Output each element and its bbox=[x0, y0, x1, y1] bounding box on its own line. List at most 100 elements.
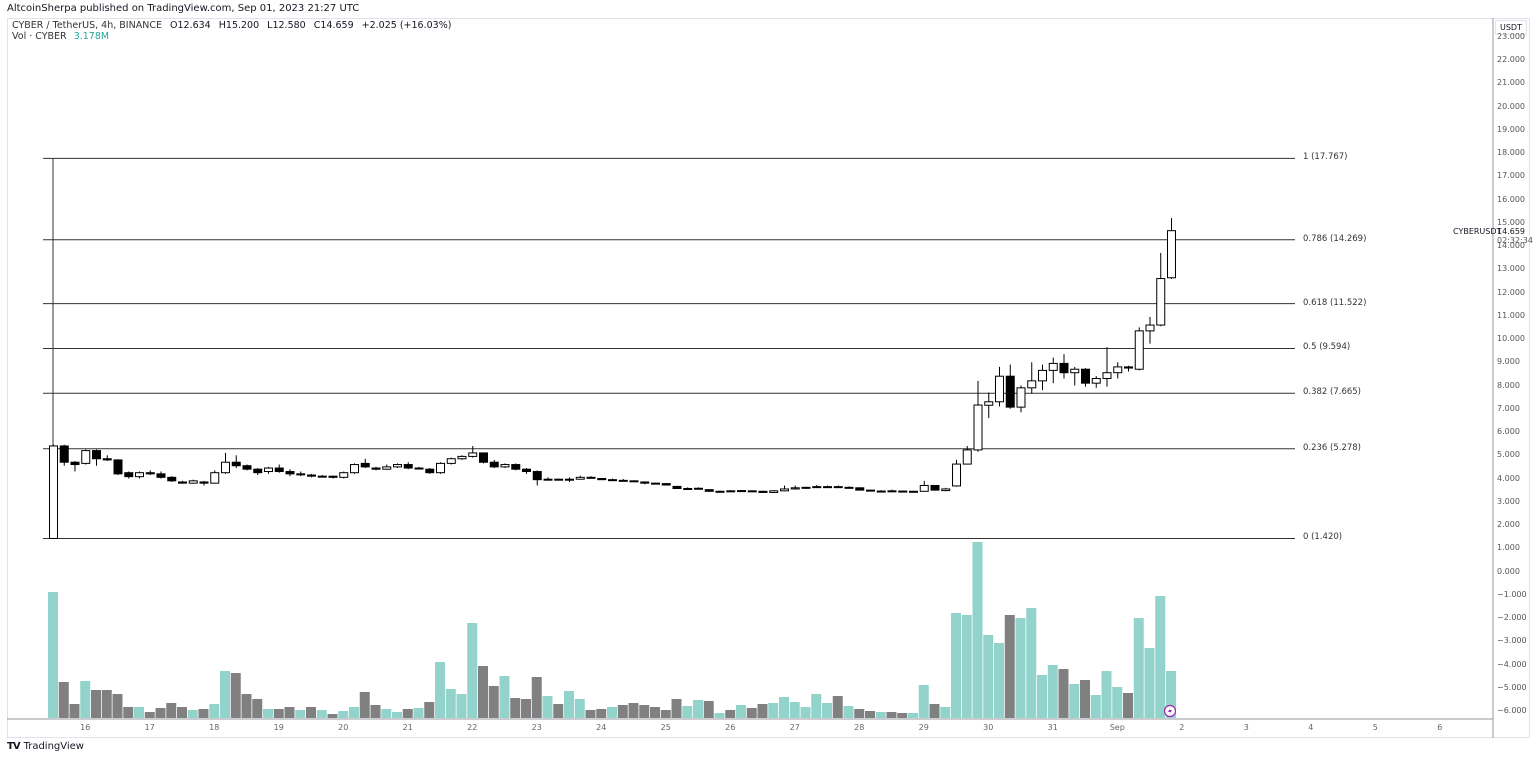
volume-bar bbox=[155, 708, 166, 718]
legend-high: H15.200 bbox=[218, 20, 260, 31]
candle-body bbox=[113, 459, 123, 475]
candle-body bbox=[242, 465, 252, 470]
time-tick-label: 21 bbox=[402, 723, 413, 732]
volume-bar bbox=[822, 703, 832, 718]
candle-body bbox=[178, 481, 187, 484]
price-tick-label: −6.000 bbox=[1497, 706, 1527, 715]
candle-body bbox=[597, 478, 607, 481]
candle-body bbox=[833, 486, 843, 489]
time-tick-label: 25 bbox=[660, 723, 671, 732]
time-tick-label: 30 bbox=[983, 723, 994, 732]
price-tick-label: 5.000 bbox=[1497, 450, 1520, 460]
volume-bar bbox=[134, 707, 144, 718]
time-tick-label: 16 bbox=[80, 723, 91, 732]
candle-body bbox=[231, 461, 241, 467]
volume-bar bbox=[316, 710, 327, 718]
price-tick-label: −5.000 bbox=[1497, 682, 1527, 692]
volume-bar bbox=[166, 703, 177, 718]
candle-body bbox=[758, 490, 768, 493]
volume-bar bbox=[413, 708, 424, 718]
candle-body bbox=[1091, 378, 1101, 384]
candle-body bbox=[436, 462, 445, 474]
price-label-value: 14.659 bbox=[1497, 227, 1525, 236]
candle-body bbox=[651, 482, 660, 485]
volume-bar bbox=[467, 623, 478, 718]
candle-body bbox=[952, 463, 961, 487]
volume-bar bbox=[886, 712, 897, 718]
volume-bar bbox=[875, 712, 886, 718]
candle-body bbox=[199, 481, 209, 484]
volume-bar bbox=[918, 685, 929, 718]
candle-body bbox=[1016, 387, 1026, 408]
price-tick-label: −3.000 bbox=[1497, 636, 1527, 646]
candle-body bbox=[640, 481, 650, 484]
price-tick-label: 2.000 bbox=[1497, 520, 1520, 529]
time-tick-label: 26 bbox=[725, 723, 736, 732]
volume-bar bbox=[757, 704, 768, 718]
volume-bar bbox=[983, 635, 994, 718]
candle-body bbox=[81, 450, 91, 464]
volume-bar bbox=[693, 700, 703, 718]
footer-brand: TradingView bbox=[23, 741, 84, 752]
candle-body bbox=[1059, 362, 1069, 374]
volume-bar bbox=[843, 706, 854, 718]
candle-body bbox=[844, 486, 854, 489]
volume-bar bbox=[951, 613, 961, 718]
fib-level-label: 0.786 (14.269) bbox=[1303, 233, 1367, 244]
price-label-symbol: CYBERUSDT bbox=[1453, 227, 1502, 236]
candle-body bbox=[554, 478, 564, 481]
volume-bar bbox=[327, 714, 338, 718]
volume-bar bbox=[284, 707, 295, 718]
time-tick-label: 19 bbox=[273, 723, 284, 732]
symbol-title[interactable]: CYBER / TetherUS, 4h, BINANCE bbox=[12, 20, 162, 31]
candle-body bbox=[575, 476, 585, 480]
candle-body bbox=[995, 375, 1004, 403]
time-tick-label: 17 bbox=[144, 723, 155, 732]
volume-bar bbox=[908, 713, 918, 718]
price-tick-label: 11.000 bbox=[1497, 310, 1525, 320]
currency-button[interactable]: USDT bbox=[1495, 20, 1527, 35]
volume-label[interactable]: Vol · CYBER bbox=[12, 31, 67, 42]
candle-body bbox=[296, 473, 306, 476]
candle-body bbox=[1027, 380, 1037, 389]
volume-bar bbox=[402, 709, 413, 718]
candle-body bbox=[1102, 372, 1112, 380]
volume-bar bbox=[273, 709, 284, 718]
volume-bar bbox=[1166, 671, 1176, 718]
candle-body bbox=[414, 467, 424, 470]
volume-bar bbox=[1037, 675, 1047, 718]
candle-body bbox=[532, 471, 542, 481]
candle-body bbox=[393, 464, 402, 468]
volume-bar bbox=[929, 704, 940, 718]
volume-bar bbox=[381, 709, 392, 718]
time-tick-label: 31 bbox=[1047, 723, 1058, 732]
candle-body bbox=[973, 404, 983, 451]
price-tick-label: 6.000 bbox=[1497, 427, 1520, 436]
candle-body bbox=[221, 461, 230, 474]
candle-body bbox=[489, 461, 499, 468]
fib-level-label: 1 (17.767) bbox=[1303, 152, 1348, 163]
candle-body bbox=[425, 468, 435, 474]
volume-bar bbox=[499, 676, 510, 718]
legend-low: L12.580 bbox=[267, 20, 306, 31]
candle-body bbox=[694, 487, 703, 490]
volume-bar bbox=[1026, 608, 1037, 718]
candle-body bbox=[704, 489, 714, 492]
tradingview-logo-icon: TV bbox=[7, 741, 21, 752]
fib-level-label: 0.618 (11.522) bbox=[1303, 297, 1367, 308]
volume-bar bbox=[370, 705, 381, 718]
volume-bar bbox=[91, 690, 101, 718]
candle-body bbox=[328, 475, 338, 478]
volume-bar bbox=[650, 707, 660, 718]
time-tick-label: 3 bbox=[1243, 723, 1249, 732]
candle-body bbox=[1005, 375, 1015, 408]
candle-body bbox=[726, 490, 736, 493]
candle-body bbox=[253, 468, 263, 474]
candle-body bbox=[167, 476, 177, 482]
volume-bar bbox=[961, 615, 972, 718]
volume-bar bbox=[456, 694, 467, 718]
candle-body bbox=[522, 468, 531, 473]
time-tick-label: 18 bbox=[209, 723, 220, 732]
candle-body bbox=[350, 464, 359, 474]
